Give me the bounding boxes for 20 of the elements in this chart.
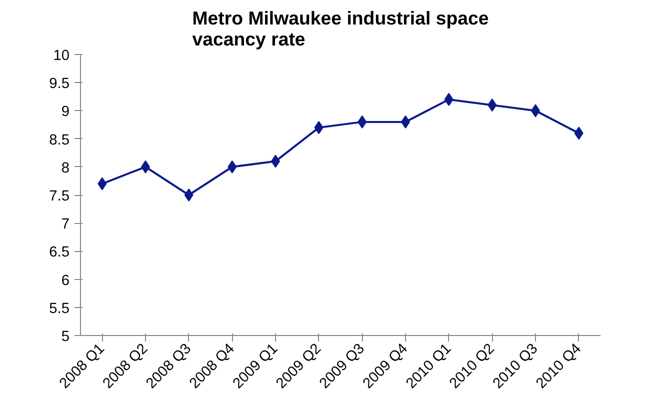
y-tick-label: 9.5 bbox=[49, 76, 70, 92]
y-tick-label: 5 bbox=[61, 329, 70, 345]
y-tick-label: 10 bbox=[53, 48, 70, 64]
y-tick-label: 5.5 bbox=[49, 300, 70, 317]
point bbox=[358, 115, 367, 128]
y-tick-label: 8.5 bbox=[49, 132, 70, 148]
y-tick-label: 9 bbox=[61, 104, 70, 120]
point bbox=[574, 126, 584, 140]
point bbox=[184, 188, 194, 202]
chart-title: Metro Milwaukee industrial space vacancy rate bbox=[192, 8, 489, 50]
point bbox=[228, 160, 237, 174]
y-tick-label: 7 bbox=[61, 216, 70, 233]
point bbox=[98, 177, 107, 190]
point bbox=[488, 98, 497, 112]
point bbox=[444, 92, 454, 106]
point bbox=[314, 121, 324, 134]
y-tick-label: 6 bbox=[61, 272, 70, 289]
y-tick-label: 7.5 bbox=[49, 188, 70, 204]
y-tick-label: 8 bbox=[61, 160, 70, 176]
y-tick-label: 6.5 bbox=[49, 244, 70, 261]
